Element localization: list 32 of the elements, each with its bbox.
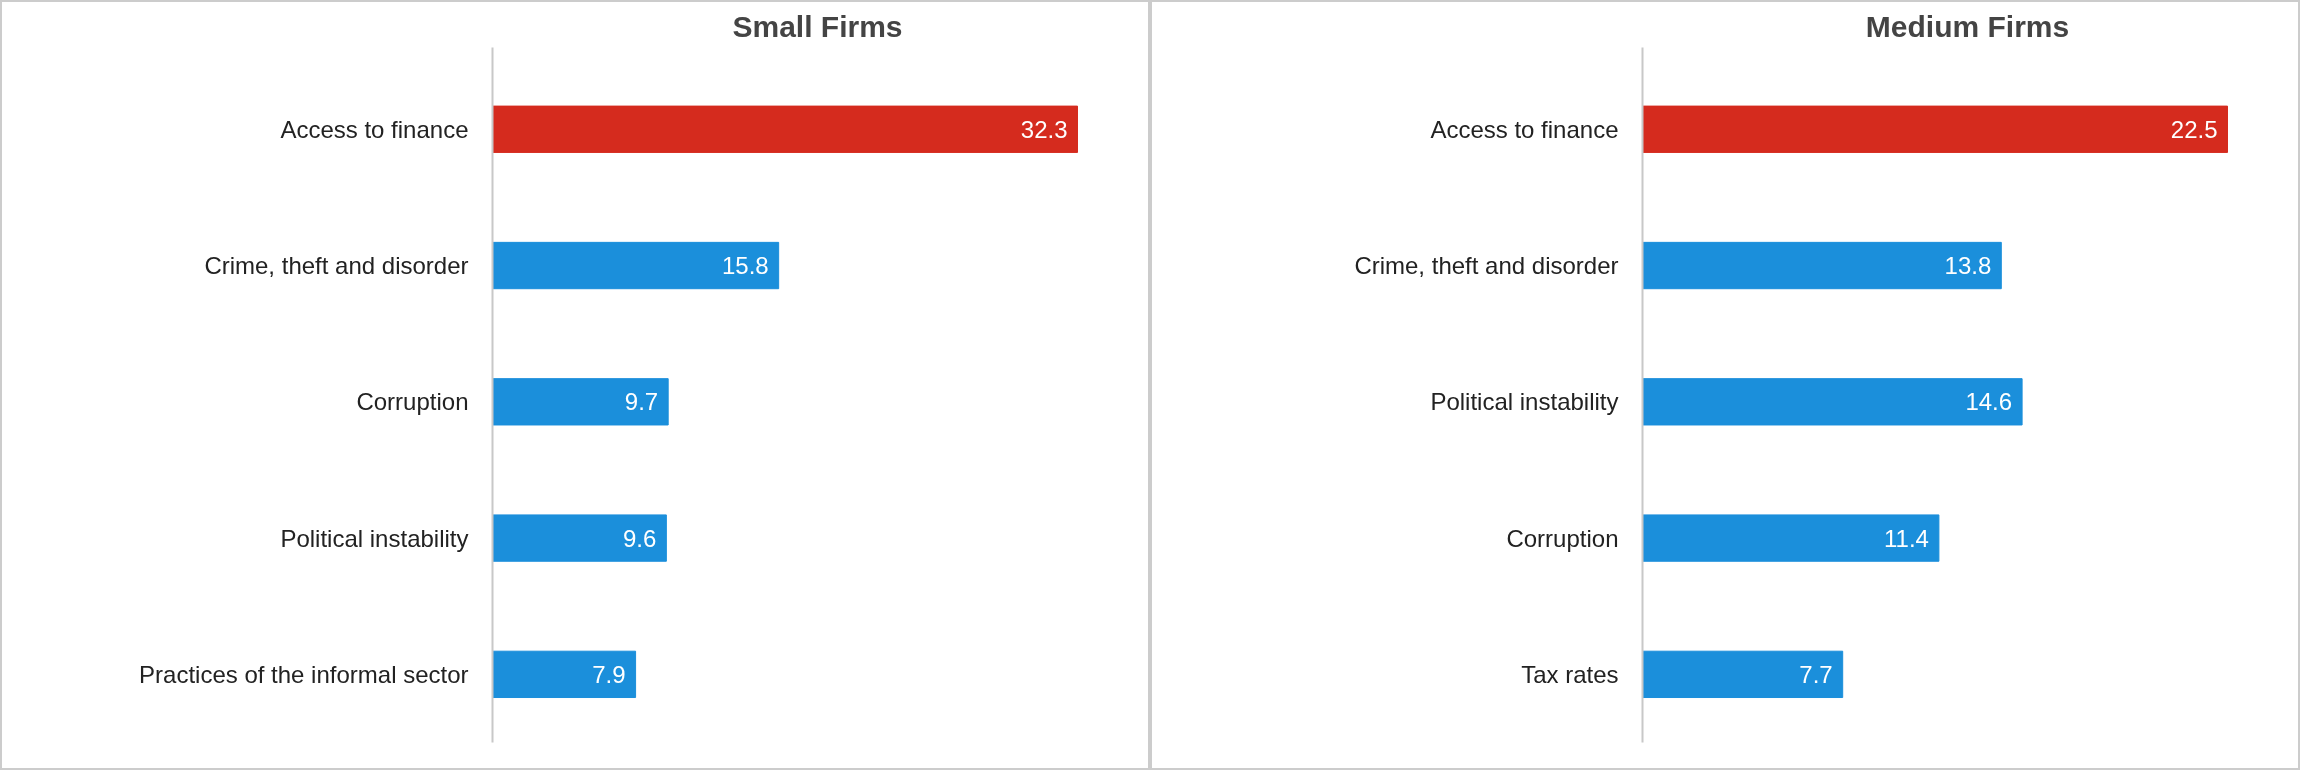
bar — [492, 105, 1078, 153]
y-tick-label: Access to finance — [1430, 115, 1619, 143]
data-label: 9.6 — [623, 524, 657, 552]
data-label: 13.8 — [1944, 252, 1992, 280]
chart-title: Small Firms — [732, 9, 903, 43]
bar — [492, 378, 669, 426]
bar — [492, 514, 667, 562]
bar — [492, 650, 637, 699]
bar — [1642, 514, 1940, 562]
y-tick-label: Access to finance — [280, 115, 469, 143]
data-label: 14.6 — [1965, 388, 2013, 416]
y-tick-label: Practices of the informal sector — [139, 660, 469, 688]
bar — [1642, 378, 2023, 426]
data-label: 9.7 — [624, 388, 659, 416]
y-tick-label: Political instability — [1430, 388, 1619, 416]
data-label: 7.7 — [1799, 660, 1833, 688]
data-label: 15.8 — [721, 252, 769, 280]
data-label: 32.3 — [1020, 115, 1068, 143]
bar — [1642, 650, 1844, 699]
bar — [1642, 241, 2002, 290]
y-tick-label: Tax rates — [1521, 660, 1619, 688]
bar — [492, 241, 780, 290]
data-label: 7.9 — [592, 660, 626, 688]
y-tick-label: Corruption — [356, 388, 469, 416]
y-tick-label: Crime, theft and disorder — [1354, 252, 1619, 280]
y-tick-label: Political instability — [280, 524, 469, 552]
chart-title: Medium Firms — [1865, 9, 2070, 43]
data-label: 11.4 — [1883, 524, 1929, 552]
bar — [1642, 105, 2228, 153]
y-tick-label: Crime, theft and disorder — [204, 252, 469, 280]
data-label: 22.5 — [2170, 115, 2218, 143]
y-tick-label: Corruption — [1506, 524, 1619, 552]
